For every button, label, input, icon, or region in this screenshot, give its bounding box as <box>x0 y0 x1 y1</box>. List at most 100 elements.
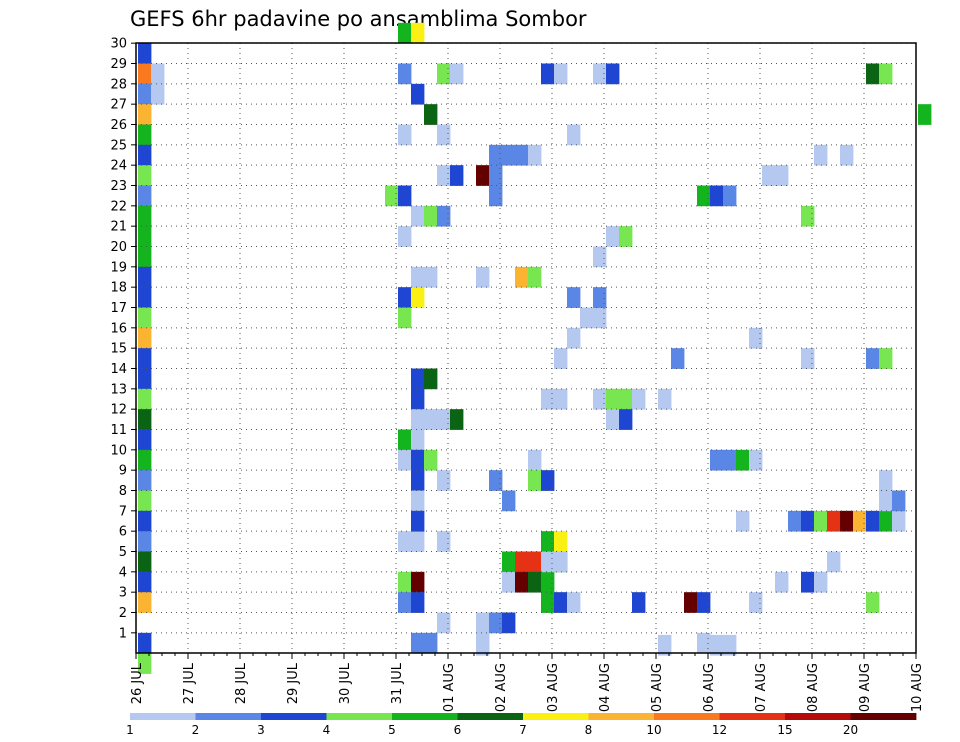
heatmap-cell <box>437 470 451 491</box>
heatmap-cell <box>554 348 568 369</box>
heatmap-cell <box>775 165 789 186</box>
colorbar-swatch <box>326 713 393 720</box>
heatmap-cell <box>619 388 633 410</box>
y-tick-label: 26 <box>110 118 127 133</box>
heatmap-cell <box>827 551 841 573</box>
heatmap-cell <box>138 592 152 613</box>
heatmap-cell <box>749 592 763 613</box>
heatmap-cell <box>489 612 503 634</box>
heatmap-cell <box>554 551 568 573</box>
y-tick-label: 11 <box>110 423 127 438</box>
y-tick-label: 17 <box>110 301 127 316</box>
heatmap-cell <box>515 144 529 166</box>
heatmap-cell <box>411 632 425 654</box>
y-tick-label: 27 <box>110 98 127 113</box>
colorbar-swatch <box>392 713 458 720</box>
heatmap-cell <box>489 185 503 207</box>
heatmap-cell <box>411 470 425 491</box>
heatmap-cell <box>151 63 165 85</box>
heatmap-cell <box>593 63 607 85</box>
x-tick-label: 26 JUL <box>130 662 145 704</box>
heatmap-cell <box>424 632 438 654</box>
heatmap-cell <box>866 348 880 369</box>
heatmap-cell <box>632 592 646 613</box>
heatmap-cell <box>411 83 425 105</box>
heatmap-cell <box>411 490 425 512</box>
y-tick-label: 18 <box>110 281 127 296</box>
y-tick-label: 7 <box>119 504 127 519</box>
heatmap-cell <box>138 510 152 532</box>
colorbar-label: 8 <box>585 723 593 737</box>
y-tick-label: 13 <box>110 382 127 397</box>
heatmap-cell <box>138 43 152 64</box>
heatmap-cell <box>398 63 412 85</box>
colorbar-swatch <box>785 713 851 720</box>
x-tick-label: 05 AUG <box>650 663 665 712</box>
y-tick-label: 20 <box>110 240 127 255</box>
y-tick-label: 19 <box>110 260 127 275</box>
y-axis: 1234567891011121314151617181920212223242… <box>110 37 136 641</box>
heatmap-cell <box>515 551 529 573</box>
heatmap-cell <box>736 449 750 471</box>
heatmap-cell <box>411 205 425 227</box>
heatmap-cell <box>138 470 152 491</box>
heatmap-cell <box>554 531 568 552</box>
y-tick-label: 6 <box>119 525 127 540</box>
heatmap-cell <box>450 409 464 430</box>
heatmap-cell <box>814 571 828 593</box>
heatmap-cell <box>411 287 425 308</box>
heatmap-cell <box>424 205 438 227</box>
heatmap-cell <box>398 571 412 593</box>
heatmap-cell <box>593 246 607 268</box>
heatmap-cell <box>619 409 633 430</box>
heatmap-cell <box>138 83 152 105</box>
heatmap-cell <box>138 246 152 268</box>
heatmap-cell <box>528 449 542 471</box>
y-tick-label: 29 <box>110 57 127 72</box>
heatmap-cell <box>437 205 451 227</box>
heatmap-cell <box>749 449 763 471</box>
heatmap-cell <box>398 124 412 146</box>
heatmap-cell <box>424 104 438 125</box>
heatmap-cell <box>502 571 516 593</box>
heatmap-cell <box>814 144 828 166</box>
x-tick-label: 06 AUG <box>702 663 717 712</box>
colorbar-label: 4 <box>323 723 331 737</box>
grid-lines <box>136 42 916 653</box>
heatmap-cell <box>710 449 724 471</box>
heatmap-cell <box>138 124 152 146</box>
heatmap-cell <box>554 592 568 613</box>
heatmap-cell <box>437 612 451 634</box>
heatmap-cell <box>411 571 425 593</box>
colorbar-swatch <box>523 713 589 720</box>
heatmap-cell <box>411 531 425 552</box>
heatmap-cell <box>658 634 672 656</box>
heatmap-cell <box>502 144 516 166</box>
colorbar-swatch <box>588 713 655 720</box>
heatmap-cell <box>710 185 724 207</box>
x-tick-label: 30 JUL <box>338 662 353 704</box>
heatmap-cell <box>801 205 815 227</box>
heatmap-cell <box>762 165 776 186</box>
heatmap-cell <box>138 104 152 125</box>
heatmap-cell <box>411 429 425 451</box>
colorbar-label: 5 <box>388 723 396 737</box>
heatmap-cell <box>606 63 620 85</box>
chart-title: GEFS 6hr padavine po ansamblima Sombor <box>130 7 587 31</box>
heatmap-cell <box>866 510 880 532</box>
heatmap-cell <box>502 612 516 634</box>
heatmap-cell <box>736 510 750 532</box>
heatmap-cell <box>411 368 425 390</box>
heatmap-cell <box>138 327 152 349</box>
heatmap-cell <box>801 510 815 532</box>
heatmap-cell <box>879 348 893 369</box>
heatmap-cell <box>398 307 412 329</box>
heatmap-cell <box>138 571 152 593</box>
heatmap-cell <box>541 63 555 85</box>
y-tick-label: 8 <box>119 484 127 499</box>
heatmap-cell <box>749 327 763 349</box>
heatmap-cell <box>138 144 152 166</box>
colorbar-swatch <box>457 713 524 720</box>
heatmap-cell <box>138 490 152 512</box>
y-tick-label: 24 <box>110 159 127 174</box>
